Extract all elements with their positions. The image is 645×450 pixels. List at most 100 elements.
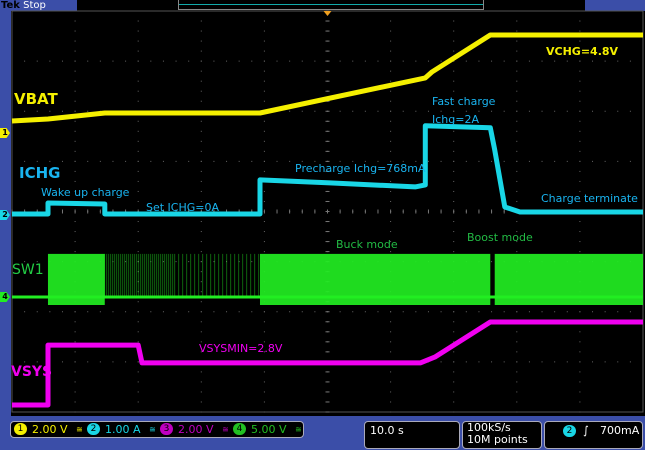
- grid-dot: [390, 120, 392, 122]
- grid-dot: [200, 150, 202, 152]
- grid-dot: [263, 60, 265, 62]
- grid-dot: [137, 160, 139, 162]
- grid-dot: [352, 160, 354, 162]
- grid-dot: [390, 341, 392, 343]
- grid-dot: [162, 311, 164, 313]
- grid-dot: [74, 321, 76, 323]
- grid-dot: [74, 120, 76, 122]
- grid-dot: [200, 120, 202, 122]
- trigger-box[interactable]: 2 ∫ 700mA: [544, 421, 643, 449]
- grid-dot: [491, 110, 493, 112]
- grid-dot: [390, 311, 392, 313]
- grid-dot: [516, 70, 518, 72]
- grid-dot: [390, 190, 392, 192]
- grid-dot: [49, 60, 51, 62]
- grid-dot: [137, 130, 139, 132]
- grid-dot: [188, 160, 190, 162]
- grid-dot: [579, 351, 581, 353]
- ch1-ground-marker[interactable]: 1: [0, 128, 10, 138]
- grid-dot: [503, 160, 505, 162]
- grid-dot: [137, 261, 139, 263]
- grid-dot: [592, 160, 594, 162]
- ch2-scale[interactable]: 1.00 A: [105, 423, 141, 436]
- grid-dot: [314, 311, 316, 313]
- grid-dot: [390, 100, 392, 102]
- grid-dot: [137, 391, 139, 393]
- horizontal-scale-box[interactable]: 10.0 s: [364, 421, 460, 449]
- ch1-badge[interactable]: 1: [14, 423, 27, 435]
- grid-dot: [390, 351, 392, 353]
- grid-dot: [87, 110, 89, 112]
- grid-dot: [415, 60, 417, 62]
- grid-dot: [200, 251, 202, 253]
- grid-dot: [478, 311, 480, 313]
- grid-dot: [263, 190, 265, 192]
- grid-dot: [200, 401, 202, 403]
- grid-dot: [251, 311, 253, 313]
- grid-dot: [137, 150, 139, 152]
- grid-dot: [74, 150, 76, 152]
- ch4-badge[interactable]: 4: [233, 423, 246, 435]
- grid-dot: [74, 381, 76, 383]
- grid-dot: [137, 311, 139, 313]
- grid-dot: [579, 60, 581, 62]
- ch4-scale[interactable]: 5.00 V: [251, 423, 287, 436]
- precharge-annotation: Precharge Ichg=768mA: [295, 162, 426, 175]
- grid-dot: [188, 60, 190, 62]
- grid-dot: [579, 170, 581, 172]
- grid-dot: [213, 311, 215, 313]
- grid-dot: [390, 20, 392, 22]
- grid-dot: [200, 20, 202, 22]
- acquisition-box[interactable]: 100kS/s 10M points: [462, 421, 542, 449]
- grid-dot: [339, 60, 341, 62]
- grid-dot: [263, 371, 265, 373]
- grid-dot: [263, 241, 265, 243]
- channel-scale-panel[interactable]: 1 2.00 V ≊ 2 1.00 A ≊ 3 2.00 V ≊ 4 5.00 …: [10, 421, 304, 438]
- grid-dot: [74, 341, 76, 343]
- grid-dot: [528, 311, 530, 313]
- grid-dot: [137, 411, 139, 413]
- record-timeline[interactable]: [178, 0, 484, 10]
- grid-dot: [175, 60, 177, 62]
- grid-dot: [579, 160, 581, 162]
- grid-dot: [579, 391, 581, 393]
- ch2-badge[interactable]: 2: [87, 423, 100, 435]
- grid-dot: [339, 110, 341, 112]
- wake-annotation: Wake up charge: [41, 186, 130, 199]
- grid-dot: [24, 311, 26, 313]
- grid-dot: [592, 60, 594, 62]
- grid-dot: [592, 361, 594, 363]
- grid-dot: [24, 261, 26, 263]
- ch4-ground-marker[interactable]: 4: [0, 292, 10, 302]
- grid-dot: [516, 231, 518, 233]
- grid-dot: [276, 311, 278, 313]
- ch3-badge[interactable]: 3: [160, 423, 173, 435]
- grid-dot: [263, 331, 265, 333]
- grid-dot: [137, 120, 139, 122]
- grid-dot: [150, 60, 152, 62]
- grid-dot: [453, 100, 455, 102]
- grid-dot: [453, 50, 455, 52]
- grid-dot: [579, 70, 581, 72]
- ch1-scale[interactable]: 2.00 V: [32, 423, 68, 436]
- grid-dot: [516, 20, 518, 22]
- grid-dot: [465, 160, 467, 162]
- grid-dot: [137, 190, 139, 192]
- status-panel: Tek Stop: [0, 0, 77, 11]
- grid-dot: [390, 130, 392, 132]
- ch2-ground-marker[interactable]: 2: [0, 210, 10, 220]
- record-length: 10M points: [467, 433, 528, 446]
- grid-dot: [390, 200, 392, 202]
- grid-dot: [453, 401, 455, 403]
- grid-dot: [554, 110, 556, 112]
- grid-dot: [377, 110, 379, 112]
- trigger-level: 700mA: [600, 424, 640, 437]
- grid-dot: [99, 311, 101, 313]
- grid-dot: [453, 200, 455, 202]
- grid-dot: [74, 241, 76, 243]
- grid-dot: [238, 160, 240, 162]
- grid-dot: [579, 401, 581, 403]
- ch3-scale[interactable]: 2.00 V: [178, 423, 214, 436]
- grid-dot: [516, 150, 518, 152]
- vsysmin-annotation: VSYSMIN=2.8V: [199, 342, 283, 355]
